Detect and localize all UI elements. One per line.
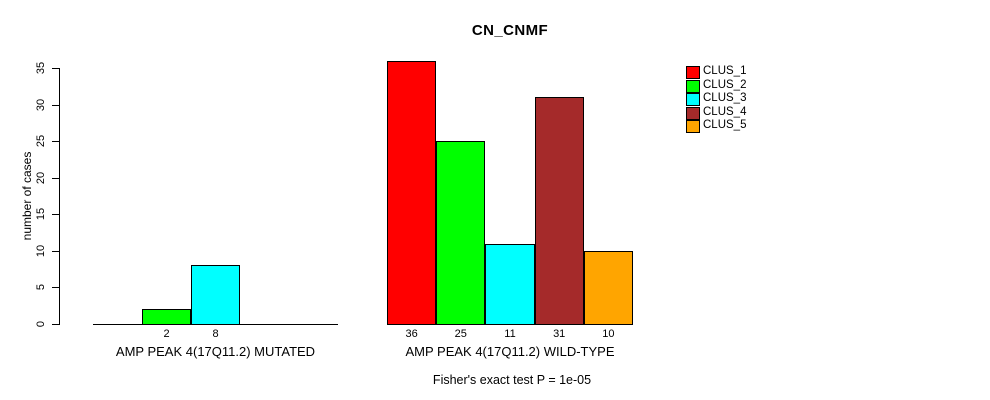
legend-swatch [686,66,700,79]
bar-value-label: 11 [504,328,516,340]
legend-label: CLUS_1 [703,65,747,77]
bar [535,97,584,325]
y-tick [52,250,59,252]
y-axis-line [59,68,60,325]
group-label: AMP PEAK 4(17Q11.2) WILD-TYPE [405,344,615,359]
caption: Fisher's exact test P = 1e-05 [432,373,592,387]
bar-value-label: 10 [602,328,615,340]
bar [191,265,240,325]
legend-label: CLUS_4 [703,105,747,118]
y-tick [52,68,59,69]
group-label: AMP PEAK 4(17Q11.2) MUTATED [115,344,316,359]
y-tick [52,141,59,143]
bar-value-label: 2 [163,328,170,340]
bar [436,141,485,325]
legend-swatch [686,93,700,107]
bar [142,309,191,325]
legend-label: CLUS_3 [703,92,747,105]
bar [387,61,436,325]
bar-value-label: 36 [405,328,418,340]
y-tick [52,214,59,216]
legend-swatch [686,79,700,93]
legend-swatch [686,106,700,120]
y-tick [52,177,59,179]
legend-label: CLUS_5 [703,119,747,132]
legend-swatch [686,120,700,134]
bar-value-label: 8 [212,328,219,340]
bar-value-label: 25 [454,328,467,340]
bar [485,244,535,325]
bar [584,251,633,325]
y-tick [52,104,59,106]
legend-label: CLUS_2 [703,78,747,91]
bar-value-label: 31 [553,328,566,340]
y-tick [52,287,59,289]
chart-title: CN_CNMF [471,22,549,39]
y-tick [52,324,59,325]
